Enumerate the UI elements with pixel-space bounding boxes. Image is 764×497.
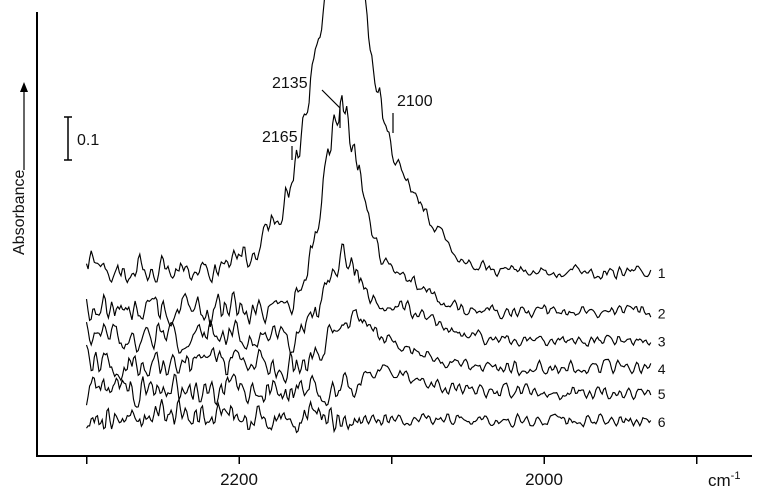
spectrum-trace-4 bbox=[85, 308, 652, 385]
series-label-6: 6 bbox=[658, 414, 666, 430]
y-axis-label: Absorbance bbox=[11, 170, 28, 255]
x-axis-unit-label: cm-1 bbox=[708, 470, 740, 490]
series-label-2: 2 bbox=[658, 305, 666, 321]
peak-annotation-label: 2135 bbox=[272, 75, 308, 92]
scale-bar: 0.1 bbox=[64, 116, 99, 161]
series-label-5: 5 bbox=[658, 386, 666, 402]
y-axis-arrow-head bbox=[20, 82, 28, 92]
spectrum-trace-1 bbox=[85, 0, 652, 284]
series-labels: 1 2 3 4 5 6 bbox=[658, 265, 666, 430]
series-label-3: 3 bbox=[658, 333, 666, 349]
peak-annotation-label: 2100 bbox=[397, 93, 433, 110]
spectrum-traces bbox=[85, 0, 652, 434]
spectrum-trace-5 bbox=[85, 364, 652, 408]
x-tick-label: 2200 bbox=[220, 470, 258, 489]
peak-annotation-leader bbox=[321, 89, 341, 128]
spectrum-trace-2 bbox=[85, 95, 652, 328]
series-label-1: 1 bbox=[658, 265, 666, 281]
spectrum-trace-3 bbox=[85, 243, 652, 354]
x-axis-ticks: 2200 2000 bbox=[85, 456, 698, 489]
spectrum-trace-6 bbox=[86, 397, 652, 434]
scale-bar-label: 0.1 bbox=[77, 132, 99, 149]
x-unit-base: cm bbox=[708, 471, 731, 490]
peak-annotation-label: 2165 bbox=[262, 129, 298, 146]
x-tick-label: 2000 bbox=[525, 470, 563, 489]
series-label-4: 4 bbox=[658, 361, 666, 377]
peak-annotations: 2165 2135 2100 bbox=[262, 75, 433, 160]
x-unit-superscript: -1 bbox=[731, 470, 741, 482]
